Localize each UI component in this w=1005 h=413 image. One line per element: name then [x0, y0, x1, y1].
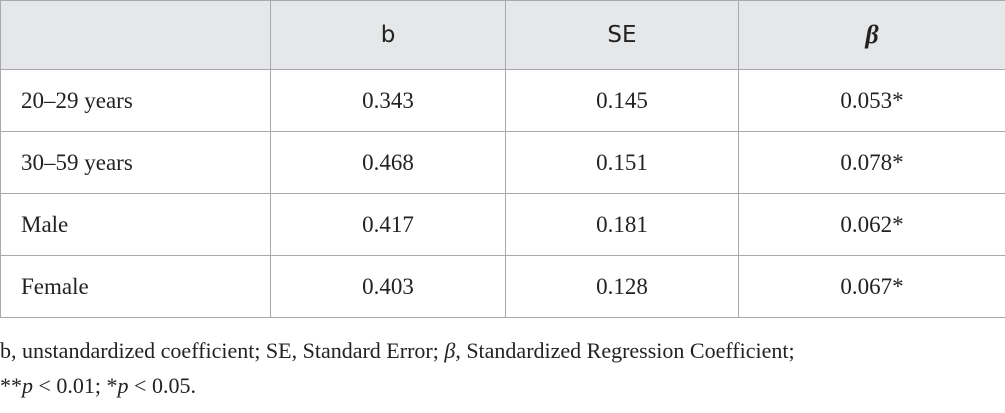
header-cell: β	[738, 0, 1005, 70]
value-cell: 0.053*	[738, 69, 1005, 132]
value-cell: 0.145	[505, 69, 739, 132]
row-label: Female	[0, 255, 271, 318]
value-cell: 0.078*	[738, 131, 1005, 194]
value-cell: 0.343	[270, 69, 506, 132]
footnote-text: , Standardized Regression Coefficient;	[455, 338, 795, 363]
footnote-line: b, unstandardized coefficient; SE, Stand…	[0, 338, 795, 364]
header-row: b SE β	[0, 0, 1005, 70]
row-label: 20–29 years	[0, 69, 271, 132]
header-cell	[0, 0, 271, 70]
value-cell: 0.067*	[738, 255, 1005, 318]
value-cell: 0.128	[505, 255, 739, 318]
footnote-text: β	[444, 338, 456, 363]
value-cell: 0.151	[505, 131, 739, 194]
results-table: b SE β 20–29 years 0.343 0.145 0.053* 30–59 …	[0, 0, 1005, 318]
table-row: 30–59 years 0.468 0.151 0.078*	[0, 131, 1005, 194]
value-cell: 0.181	[505, 193, 739, 256]
row-label: Male	[0, 193, 271, 256]
value-cell: 0.417	[270, 193, 506, 256]
value-cell: 0.468	[270, 131, 506, 194]
footnote-text: < 0.01; *	[33, 373, 118, 398]
header-cell: b	[270, 0, 506, 70]
footnote-text: p	[117, 373, 129, 398]
table-row: Female 0.403 0.128 0.067*	[0, 255, 1005, 318]
table-row: Male 0.417 0.181 0.062*	[0, 193, 1005, 256]
table-row: 20–29 years 0.343 0.145 0.053*	[0, 69, 1005, 132]
value-cell: 0.403	[270, 255, 506, 318]
value-cell: 0.062*	[738, 193, 1005, 256]
footnote-text: b, unstandardized coefficient; SE, Stand…	[0, 338, 445, 363]
footnote-text: p	[22, 373, 33, 398]
footnote-line: **p < 0.01; *p < 0.05.	[0, 373, 196, 399]
table-body: 20–29 years 0.343 0.145 0.053* 30–59 years 0.…	[0, 69, 1005, 318]
header-cell: SE	[505, 0, 739, 70]
footnote-text: < 0.05.	[128, 373, 196, 398]
footnote-text: **	[0, 373, 22, 398]
row-label: 30–59 years	[0, 131, 271, 194]
